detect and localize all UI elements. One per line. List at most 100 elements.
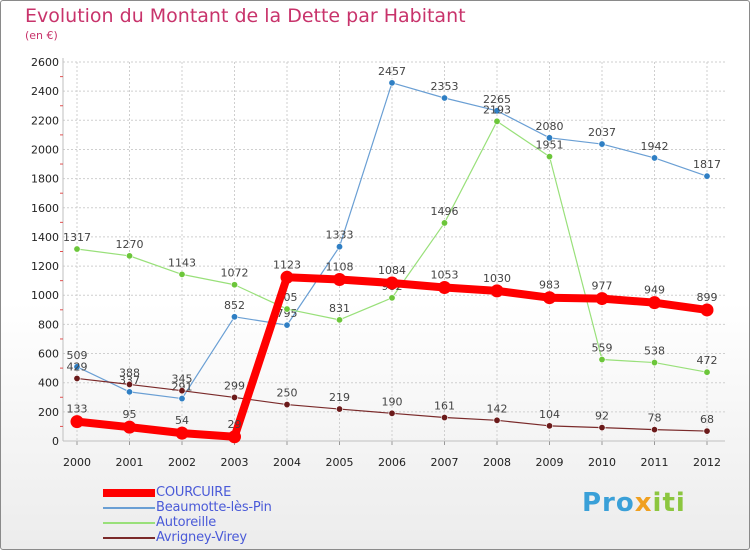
line-chart: 0 200 400 600 800 1000 1200 1400 1600 1800 2000 220…: [31, 56, 725, 469]
data-point-avrigney-virey: [650, 426, 658, 434]
data-label-avrigney-virey: 250: [277, 387, 298, 400]
data-label-courcuire: 983: [539, 279, 560, 292]
data-label-avrigney-virey: 78: [648, 412, 662, 425]
data-point-avrigney-virey: [126, 380, 134, 388]
legend-item-courcuire: COURCUIRE: [103, 485, 303, 501]
data-label-beaumotte-l-s-pin: 2037: [588, 126, 616, 139]
data-point-beaumotte-l-s-pin: [73, 363, 81, 371]
data-point-autoreille: [283, 305, 291, 313]
x-tick-label: 2009: [536, 456, 564, 469]
y-tick-label: 2400: [31, 85, 59, 98]
data-label-beaumotte-l-s-pin: 1333: [326, 229, 354, 242]
data-label-avrigney-virey: 68: [700, 413, 714, 426]
data-point-avrigney-virey: [283, 401, 291, 409]
data-point-avrigney-virey: [73, 374, 81, 382]
data-label-autoreille: 1951: [536, 139, 564, 152]
data-label-avrigney-virey: 429: [67, 360, 88, 373]
data-label-autoreille: 472: [697, 354, 718, 367]
data-point-beaumotte-l-s-pin: [545, 134, 553, 142]
data-point-autoreille: [126, 252, 134, 260]
data-point-autoreille: [493, 117, 501, 125]
data-label-beaumotte-l-s-pin: 1942: [641, 140, 669, 153]
data-point-avrigney-virey: [178, 387, 186, 395]
x-tick-label: 2012: [693, 456, 721, 469]
data-point-autoreille: [440, 219, 448, 227]
data-label-autoreille: 559: [592, 342, 613, 355]
data-point-avrigney-virey: [545, 422, 553, 430]
data-label-courcuire: 1030: [483, 272, 511, 285]
data-point-courcuire: [228, 430, 241, 444]
y-tick-label: 400: [38, 377, 59, 390]
x-tick-label: 2002: [168, 456, 196, 469]
x-tick-label: 2008: [483, 456, 511, 469]
data-point-avrigney-virey: [388, 409, 396, 417]
data-point-beaumotte-l-s-pin: [703, 172, 711, 180]
data-point-avrigney-virey: [231, 393, 239, 401]
x-tick-label: 2007: [431, 456, 459, 469]
data-point-courcuire: [70, 415, 84, 429]
data-point-autoreille: [178, 270, 186, 278]
y-tick-label: 1200: [31, 260, 59, 273]
legend: COURCUIRE Beaumotte-lès-Pin Autoreille Avri…: [103, 485, 303, 546]
data-point-avrigney-virey: [440, 414, 448, 422]
x-tick-label: 2011: [641, 456, 669, 469]
data-point-beaumotte-l-s-pin: [126, 388, 134, 396]
data-label-beaumotte-l-s-pin: 2080: [536, 120, 564, 133]
data-label-courcuire: 899: [697, 291, 718, 304]
data-point-avrigney-virey: [598, 424, 606, 432]
y-tick-label: 1000: [31, 289, 59, 302]
data-point-beaumotte-l-s-pin: [440, 94, 448, 102]
data-label-beaumotte-l-s-pin: 509: [67, 349, 88, 362]
data-label-avrigney-virey: 388: [119, 366, 140, 379]
legend-item-autoreille: Autoreille: [103, 515, 303, 531]
data-point-autoreille: [231, 281, 239, 289]
data-point-autoreille: [650, 359, 658, 367]
legend-swatch-beaumotte-l-s-pin: [103, 507, 155, 509]
y-tick-label: 1400: [31, 231, 59, 244]
data-point-courcuire: [490, 284, 504, 298]
x-tick-label: 2003: [221, 456, 249, 469]
y-tick-label: 600: [38, 348, 59, 361]
legend-label-autoreille: Autoreille: [156, 515, 217, 530]
legend-swatch-avrigney-virey: [103, 537, 155, 539]
x-tick-label: 2006: [378, 456, 406, 469]
legend-item-beaumotte-l-s-pin: Beaumotte-lès-Pin: [103, 500, 303, 516]
data-label-beaumotte-l-s-pin: 852: [224, 299, 245, 312]
data-label-beaumotte-l-s-pin: 2265: [483, 93, 511, 106]
data-point-courcuire: [543, 291, 556, 305]
data-label-courcuire: 1084: [378, 264, 406, 277]
data-point-avrigney-virey: [703, 427, 711, 435]
data-label-courcuire: 29: [228, 418, 242, 431]
data-point-courcuire: [385, 276, 399, 290]
legend-item-avrigney-virey: Avrigney-Virey: [103, 530, 303, 546]
legend-label-courcuire: COURCUIRE: [156, 485, 232, 500]
data-label-autoreille: 1072: [221, 267, 249, 280]
data-point-autoreille: [545, 153, 553, 161]
legend-swatch-courcuire: [103, 489, 155, 497]
data-label-autoreille: 2193: [483, 103, 511, 116]
data-label-autoreille: 1496: [431, 205, 459, 218]
data-label-avrigney-virey: 92: [595, 410, 609, 423]
data-label-autoreille: 1270: [116, 238, 144, 251]
data-label-beaumotte-l-s-pin: 1817: [693, 158, 721, 171]
data-label-courcuire: 95: [123, 408, 137, 421]
data-label-autoreille: 1143: [168, 256, 196, 269]
data-point-courcuire: [280, 270, 294, 284]
data-label-courcuire: 1053: [431, 269, 459, 282]
data-label-avrigney-virey: 161: [434, 400, 455, 413]
y-tick-label: 1600: [31, 202, 59, 215]
legend-label-beaumotte-l-s-pin: Beaumotte-lès-Pin: [156, 500, 272, 515]
data-label-autoreille: 831: [329, 302, 350, 315]
data-label-courcuire: 1123: [273, 258, 301, 271]
y-tick-label: 1800: [31, 173, 59, 186]
data-label-autoreille: 538: [644, 345, 665, 358]
data-label-courcuire: 977: [592, 280, 613, 293]
data-point-courcuire: [700, 303, 714, 317]
legend-swatch-autoreille: [103, 522, 155, 524]
data-point-beaumotte-l-s-pin: [231, 313, 239, 321]
data-point-courcuire: [175, 426, 189, 440]
x-tick-label: 2001: [116, 456, 144, 469]
brand-part-1: Pro: [582, 488, 635, 518]
data-point-courcuire: [648, 296, 661, 310]
